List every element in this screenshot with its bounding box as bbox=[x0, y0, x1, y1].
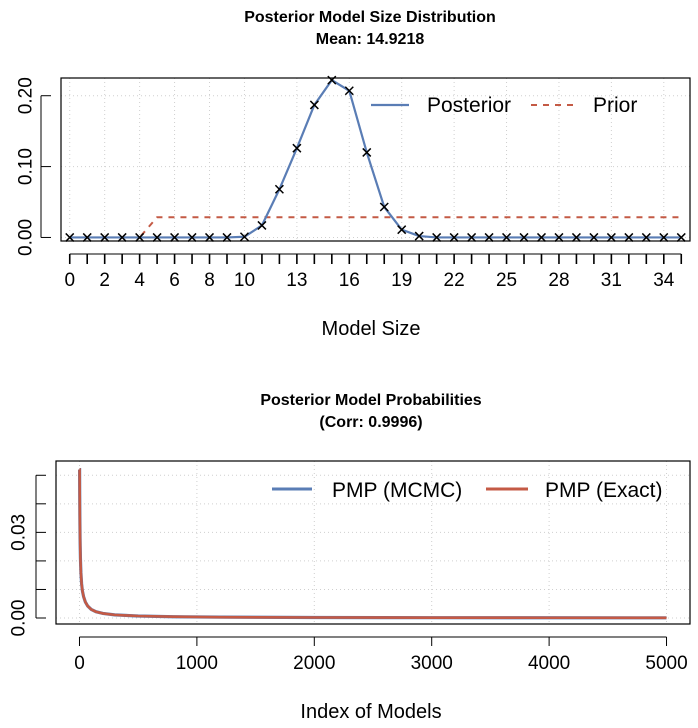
posterior-point bbox=[170, 232, 180, 242]
posterior-point bbox=[117, 232, 127, 242]
posterior-point bbox=[571, 232, 581, 242]
legend-label-pmp-mcmc: PMP (MCMC) bbox=[332, 479, 462, 502]
posterior-point bbox=[152, 232, 162, 242]
posterior-point bbox=[606, 232, 616, 242]
x-tick-label: 34 bbox=[653, 270, 675, 291]
posterior-point bbox=[397, 225, 407, 235]
posterior-point bbox=[467, 232, 477, 242]
model-size-chart: Posterior Model Size Distribution Mean: … bbox=[16, 9, 691, 340]
posterior-point bbox=[519, 232, 529, 242]
y-tick-label: 0.00 bbox=[9, 600, 30, 637]
x-axis: 0 1000 2000 3000 4000 5000 bbox=[74, 636, 688, 674]
posterior-point bbox=[257, 220, 267, 230]
prior-line bbox=[69, 216, 682, 239]
posterior-point bbox=[344, 86, 354, 96]
posterior-point bbox=[484, 232, 494, 242]
x-tick-label: 10 bbox=[234, 270, 255, 291]
posterior-point bbox=[204, 232, 215, 242]
posterior-point bbox=[65, 232, 75, 242]
posterior-point bbox=[641, 232, 651, 242]
y-tick-label: 0.00 bbox=[16, 219, 37, 256]
posterior-point bbox=[327, 75, 337, 85]
posterior-point bbox=[222, 232, 232, 242]
x-tick-label: 19 bbox=[391, 270, 412, 291]
legend: PMP (MCMC) PMP (Exact) bbox=[272, 479, 662, 502]
posterior-point bbox=[239, 232, 249, 242]
series-lines bbox=[69, 78, 682, 239]
posterior-point bbox=[536, 232, 547, 242]
posterior-point bbox=[624, 232, 634, 242]
x-tick-label: 3000 bbox=[411, 653, 453, 674]
x-tick-label: 22 bbox=[444, 270, 465, 291]
x-tick-label: 2 bbox=[99, 270, 110, 291]
posterior-point bbox=[135, 232, 145, 242]
legend-label-pmp-exact: PMP (Exact) bbox=[545, 479, 662, 502]
pmp-exact-line bbox=[78, 468, 667, 620]
x-tick-label: 4 bbox=[134, 270, 145, 291]
posterior-point bbox=[82, 232, 92, 242]
posterior-point bbox=[676, 232, 686, 242]
x-tick-label: 1000 bbox=[176, 653, 218, 674]
x-tick-label: 13 bbox=[286, 270, 307, 291]
posterior-point bbox=[292, 143, 302, 153]
x-tick-label: 2000 bbox=[293, 653, 335, 674]
chart-title: Posterior Model Size Distribution bbox=[244, 9, 496, 26]
posterior-line bbox=[69, 78, 682, 239]
x-axis: 0 2 4 6 8 10 13 16 19 22 25 28 31 34 bbox=[64, 253, 683, 291]
y-axis: 0.00 0.10 0.20 bbox=[16, 77, 51, 256]
x-axis-label: Model Size bbox=[322, 318, 421, 340]
posterior-point bbox=[309, 100, 319, 110]
legend-label-prior: Prior bbox=[593, 94, 637, 117]
x-tick-label: 0 bbox=[74, 653, 85, 674]
x-tick-label: 4000 bbox=[528, 653, 570, 674]
posterior-point bbox=[502, 232, 512, 242]
posterior-point bbox=[432, 232, 442, 242]
posterior-point bbox=[100, 232, 110, 242]
posterior-point bbox=[362, 147, 372, 157]
x-tick-label: 28 bbox=[548, 270, 569, 291]
y-tick-label: 0.20 bbox=[16, 77, 37, 114]
series-lines bbox=[77, 467, 667, 620]
x-tick-label: 0 bbox=[64, 270, 75, 291]
chart-title: Posterior Model Probabilities bbox=[260, 392, 481, 409]
y-axis: 0.00 0.03 bbox=[9, 474, 46, 637]
posterior-markers bbox=[65, 75, 686, 242]
posterior-point bbox=[274, 184, 284, 194]
x-tick-label: 16 bbox=[339, 270, 360, 291]
posterior-point bbox=[449, 232, 459, 242]
posterior-point bbox=[554, 232, 564, 242]
posterior-point bbox=[379, 202, 389, 212]
posterior-point bbox=[589, 232, 599, 242]
x-tick-label: 8 bbox=[204, 270, 215, 291]
model-probabilities-chart: Posterior Model Probabilities (Corr: 0.9… bbox=[9, 392, 691, 723]
x-axis-label: Index of Models bbox=[300, 701, 441, 723]
posterior-point bbox=[414, 231, 424, 241]
y-tick-label: 0.03 bbox=[9, 514, 30, 551]
x-tick-label: 31 bbox=[601, 270, 622, 291]
plot-frame bbox=[55, 460, 691, 625]
plot-frame bbox=[60, 77, 691, 242]
posterior-point bbox=[659, 232, 669, 242]
x-tick-label: 5000 bbox=[645, 653, 687, 674]
x-tick-label: 25 bbox=[496, 270, 517, 291]
posterior-point bbox=[187, 232, 197, 242]
x-tick-label: 6 bbox=[169, 270, 180, 291]
legend: Posterior Prior bbox=[371, 94, 637, 117]
y-tick-label: 0.10 bbox=[16, 148, 37, 185]
chart-subtitle: (Corr: 0.9996) bbox=[319, 414, 422, 431]
legend-label-posterior: Posterior bbox=[427, 94, 511, 117]
chart-subtitle: Mean: 14.9218 bbox=[316, 31, 425, 48]
